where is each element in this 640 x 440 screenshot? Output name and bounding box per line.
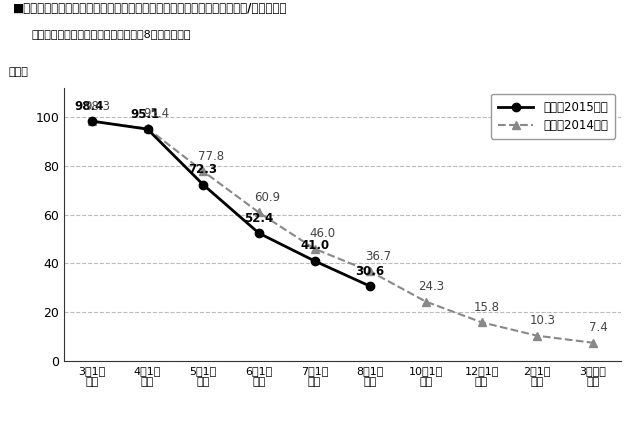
- 全体：2014年卒: [589, 340, 597, 345]
- Text: 95.4: 95.4: [143, 107, 169, 120]
- 全体：2015年卒: [366, 284, 374, 289]
- 全体：2014年卒: [311, 246, 319, 251]
- Text: 7.4: 7.4: [589, 321, 608, 334]
- 全体：2014年卒: [422, 299, 430, 304]
- Text: 46.0: 46.0: [310, 227, 336, 240]
- 全体：2014年卒: [200, 169, 207, 174]
- Text: 95.1: 95.1: [130, 108, 159, 121]
- 全体：2015年卒: [88, 118, 96, 124]
- Text: 52.4: 52.4: [244, 212, 273, 225]
- Text: 30.6: 30.6: [356, 265, 385, 278]
- Line: 全体：2014年卒: 全体：2014年卒: [88, 117, 597, 347]
- Text: 77.8: 77.8: [198, 150, 225, 163]
- Text: 98.3: 98.3: [84, 100, 111, 113]
- Text: ＊文理別・性別・地域別のデータは、8ページに掃載: ＊文理別・性別・地域別のデータは、8ページに掃載: [32, 29, 191, 39]
- 全体：2014年卒: [88, 119, 96, 124]
- 全体：2015年卒: [311, 258, 319, 264]
- Legend: 全体：2015年卒, 全体：2014年卒: 全体：2015年卒, 全体：2014年卒: [491, 94, 615, 139]
- Text: 24.3: 24.3: [419, 280, 445, 293]
- Text: 15.8: 15.8: [474, 301, 500, 314]
- Text: ■就職志望者における就職活動実施率の推移　大学生＿全体（就職志望者/単一回答）: ■就職志望者における就職活動実施率の推移 大学生＿全体（就職志望者/単一回答）: [13, 2, 287, 15]
- Line: 全体：2015年卒: 全体：2015年卒: [88, 117, 374, 290]
- Text: 72.3: 72.3: [189, 163, 218, 176]
- Text: 36.7: 36.7: [365, 250, 392, 263]
- 全体：2015年卒: [255, 231, 263, 236]
- Text: 41.0: 41.0: [300, 239, 329, 253]
- 全体：2014年卒: [255, 210, 263, 215]
- 全体：2014年卒: [366, 269, 374, 274]
- 全体：2015年卒: [200, 182, 207, 187]
- 全体：2014年卒: [144, 126, 152, 131]
- Text: 98.4: 98.4: [74, 99, 104, 113]
- 全体：2015年卒: [144, 127, 152, 132]
- Text: 10.3: 10.3: [530, 314, 556, 327]
- 全体：2014年卒: [534, 333, 541, 338]
- Text: （％）: （％）: [8, 67, 28, 77]
- 全体：2014年卒: [477, 320, 486, 325]
- Text: 60.9: 60.9: [254, 191, 280, 204]
